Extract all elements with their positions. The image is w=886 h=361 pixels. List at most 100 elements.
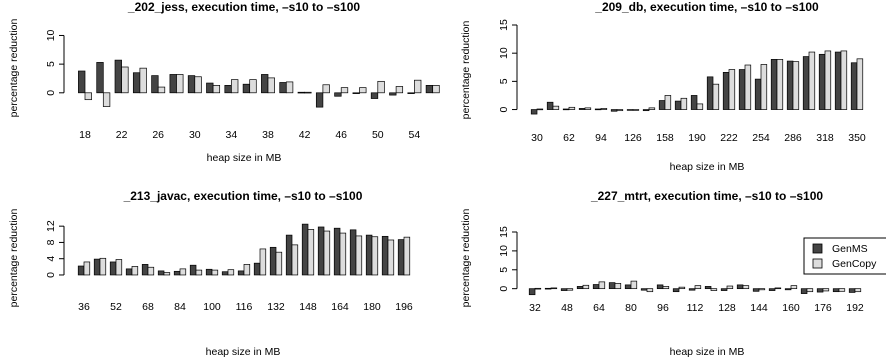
x-tick-label: 80 bbox=[625, 302, 637, 314]
bar-genms bbox=[261, 74, 269, 94]
bar-gencopy bbox=[121, 66, 129, 94]
bar-genms bbox=[592, 284, 600, 290]
bar-genms bbox=[425, 84, 434, 94]
legend-swatch-genms bbox=[812, 243, 823, 254]
bar-gencopy bbox=[275, 251, 283, 276]
bar-gencopy bbox=[249, 79, 257, 94]
bar-gencopy bbox=[432, 84, 440, 94]
x-tick-label: 30 bbox=[189, 129, 201, 141]
bar-gencopy bbox=[147, 266, 155, 276]
bar-genms bbox=[530, 109, 538, 115]
bar-gencopy bbox=[550, 287, 558, 290]
bar-genms bbox=[818, 53, 826, 110]
x-tick-label: 158 bbox=[656, 132, 674, 144]
bar-gencopy bbox=[680, 97, 688, 110]
bar-genms bbox=[187, 75, 196, 94]
bar-gencopy bbox=[726, 285, 734, 290]
x-tick-label: 126 bbox=[624, 132, 642, 144]
x-tick-label: 36 bbox=[78, 301, 90, 313]
x-tick-label: 148 bbox=[299, 301, 317, 313]
bar-genms bbox=[242, 83, 251, 94]
bar-gencopy bbox=[195, 269, 203, 276]
y-tick-label: 4 bbox=[45, 256, 57, 262]
bar-genms bbox=[206, 82, 214, 94]
bar-gencopy bbox=[568, 106, 576, 110]
bar-gencopy bbox=[598, 281, 606, 290]
bar-gencopy bbox=[211, 269, 219, 276]
y-tick-label: 12 bbox=[45, 220, 57, 232]
bar-genms bbox=[722, 71, 730, 110]
bar-gencopy bbox=[648, 107, 656, 110]
bar-genms bbox=[389, 92, 397, 96]
bar-genms bbox=[738, 69, 746, 110]
bar-genms bbox=[674, 100, 682, 110]
bar-gencopy bbox=[139, 67, 147, 94]
x-axis-label-mtrt: heap size in MB bbox=[670, 346, 745, 358]
bar-gencopy bbox=[678, 286, 686, 290]
x-tick-label: 180 bbox=[363, 301, 381, 313]
bar-gencopy bbox=[792, 61, 800, 110]
x-tick-label: 176 bbox=[814, 302, 832, 314]
bar-genms bbox=[656, 284, 664, 290]
bar-gencopy bbox=[285, 81, 294, 94]
y-axis-label-javac: percentage reduction bbox=[8, 209, 20, 308]
bar-gencopy bbox=[552, 105, 560, 110]
x-tick-label: 196 bbox=[395, 301, 413, 313]
x-tick-label: 84 bbox=[174, 301, 186, 313]
bar-genms bbox=[546, 101, 554, 110]
y-tick-label: 10 bbox=[45, 29, 57, 41]
x-tick-label: 48 bbox=[561, 302, 573, 314]
bar-gencopy bbox=[728, 69, 736, 110]
bar-genms bbox=[269, 246, 277, 276]
bar-gencopy bbox=[231, 79, 239, 94]
x-tick-label: 112 bbox=[687, 302, 704, 314]
panel-javac: _213_javac, execution time, –s10 to –s10… bbox=[8, 189, 413, 358]
bar-gencopy bbox=[323, 230, 331, 276]
bar-genms bbox=[736, 284, 744, 290]
bar-genms bbox=[78, 70, 86, 94]
bar-gencopy bbox=[584, 107, 592, 110]
bar-genms bbox=[786, 60, 794, 110]
bar-genms bbox=[642, 109, 650, 112]
bar-gencopy bbox=[387, 239, 395, 276]
bar-genms bbox=[285, 234, 293, 276]
bar-gencopy bbox=[212, 84, 221, 94]
x-tick-label: 222 bbox=[720, 132, 738, 144]
bar-genms bbox=[132, 72, 141, 94]
bar-genms bbox=[114, 59, 122, 94]
bar-gencopy bbox=[710, 288, 718, 291]
x-tick-label: 94 bbox=[595, 132, 607, 144]
bar-gencopy bbox=[395, 86, 404, 94]
bar-gencopy bbox=[664, 95, 672, 110]
bar-genms bbox=[96, 62, 104, 94]
legend-swatch-gencopy bbox=[812, 258, 823, 269]
chart-title-db: _209_db, execution time, –s10 to –s100 bbox=[594, 0, 819, 14]
bar-gencopy bbox=[322, 84, 330, 94]
bar-gencopy bbox=[696, 103, 704, 110]
bar-genms bbox=[594, 108, 602, 111]
bar-gencopy bbox=[291, 244, 299, 276]
x-tick-label: 350 bbox=[848, 132, 866, 144]
bar-gencopy bbox=[616, 109, 624, 112]
bar-genms bbox=[802, 56, 810, 110]
bar-gencopy bbox=[377, 80, 385, 94]
y-tick-label: 0 bbox=[45, 90, 57, 96]
y-tick-label: 0 bbox=[498, 106, 510, 112]
bar-gencopy bbox=[840, 50, 848, 110]
bar-gencopy bbox=[662, 286, 670, 290]
chart-title-jess: _202_jess, execution time, –s10 to –s100 bbox=[127, 0, 360, 14]
bar-genms bbox=[624, 284, 632, 290]
bar-gencopy bbox=[307, 229, 315, 276]
bar-gencopy bbox=[355, 235, 363, 276]
x-tick-label: 54 bbox=[409, 129, 421, 141]
x-tick-label: 286 bbox=[784, 132, 802, 144]
bar-genms bbox=[704, 286, 712, 290]
bar-gencopy bbox=[838, 288, 846, 292]
bar-gencopy bbox=[157, 86, 166, 94]
bar-genms bbox=[560, 288, 568, 291]
bar-genms bbox=[157, 270, 165, 276]
bar-genms bbox=[672, 288, 680, 293]
x-tick-label: 52 bbox=[110, 301, 122, 313]
bar-genms bbox=[640, 288, 648, 291]
